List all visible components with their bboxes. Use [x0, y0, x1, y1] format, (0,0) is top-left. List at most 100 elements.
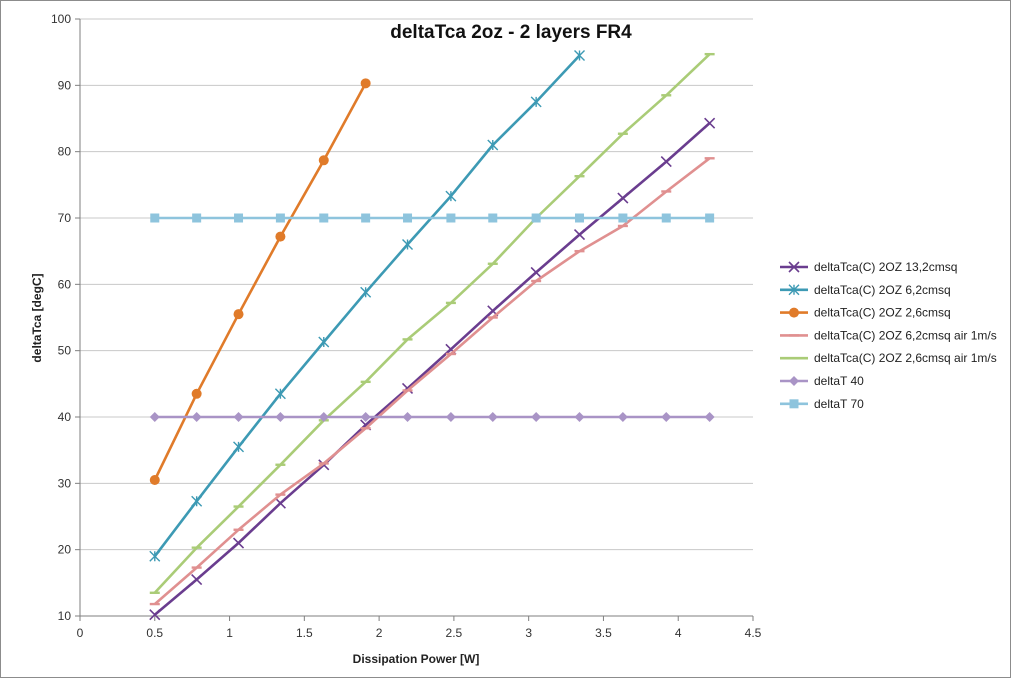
- x-axis-title: Dissipation Power [W]: [353, 652, 480, 666]
- data-point: [360, 412, 371, 422]
- data-point: [705, 213, 715, 223]
- data-point: [191, 412, 202, 422]
- data-point: [274, 497, 286, 509]
- y-tick-labels: 10 20 30 40 50 60 70 80 90 100: [51, 12, 71, 623]
- data-point: [233, 309, 244, 320]
- y-tick-label: 30: [58, 476, 72, 490]
- data-point: [149, 609, 161, 621]
- data-point: [318, 155, 329, 166]
- data-point: [191, 388, 202, 399]
- data-point: [318, 336, 330, 348]
- legend-item: deltaT 70: [780, 397, 864, 411]
- data-point: [531, 213, 541, 223]
- legend-marker: [789, 307, 799, 318]
- data-point: [233, 441, 245, 453]
- legend-marker: [789, 399, 799, 409]
- data-point: [360, 78, 371, 89]
- x-tick-label: 4.5: [745, 626, 762, 640]
- data-point: [402, 239, 414, 251]
- legend-item: deltaTca(C) 2OZ 6,2cmsq: [780, 283, 951, 297]
- data-point: [191, 573, 203, 586]
- data-point: [234, 213, 244, 223]
- x-tick-label: 1: [226, 626, 233, 640]
- data-point: [318, 412, 329, 422]
- data-point: [573, 229, 586, 241]
- legend-item: deltaTca(C) 2OZ 2,6cmsq: [780, 306, 951, 320]
- y-tick-label: 50: [58, 344, 72, 358]
- legend-item: deltaTca(C) 2OZ 13,2cmsq: [780, 260, 957, 274]
- x-tick-label: 2: [376, 626, 383, 640]
- y-tick-label: 90: [58, 78, 72, 92]
- series-2: [149, 49, 586, 562]
- legend-label: deltaTca(C) 2OZ 2,6cmsq air 1m/s: [814, 351, 997, 365]
- data-point: [445, 190, 457, 202]
- legend-label: deltaTca(C) 2OZ 6,2cmsq air 1m/s: [814, 328, 997, 342]
- series-line: [153, 82, 367, 481]
- y-tick-label: 40: [58, 410, 72, 424]
- legend-label: deltaTca(C) 2OZ 2,6cmsq: [814, 306, 951, 320]
- x-tick-label: 0.5: [146, 626, 163, 640]
- data-point: [574, 412, 585, 422]
- legend-label: deltaT 40: [814, 374, 864, 388]
- legend-label: deltaT 70: [814, 397, 864, 411]
- data-point: [402, 412, 413, 422]
- data-point: [487, 412, 498, 422]
- x-tick-labels: 0 0.5 1 1.5 2 2.5 3 3.5 4 4.5: [77, 626, 762, 640]
- legend-item: deltaTca(C) 2OZ 2,6cmsq air 1m/s: [780, 351, 997, 365]
- data-point: [530, 266, 542, 278]
- data-point: [149, 412, 160, 422]
- data-point: [661, 412, 672, 422]
- y-axis-title: deltaTca [degC]: [30, 273, 44, 362]
- data-point: [617, 412, 628, 422]
- data-point: [618, 213, 628, 223]
- data-point: [403, 213, 413, 223]
- data-point: [150, 213, 160, 223]
- legend-marker: [788, 284, 800, 296]
- x-tick-label: 1.5: [296, 626, 313, 640]
- data-point: [446, 213, 456, 223]
- x-tick-label: 0: [77, 626, 84, 640]
- data-point: [530, 96, 542, 108]
- data-point: [360, 286, 372, 298]
- y-tick-label: 80: [58, 145, 72, 159]
- data-point: [191, 495, 203, 507]
- data-point: [488, 213, 498, 223]
- data-point: [149, 475, 160, 486]
- data-point: [487, 139, 499, 151]
- series-line: [153, 122, 711, 616]
- y-tick-label: 10: [58, 609, 72, 623]
- data-point: [445, 412, 456, 422]
- legend-label: deltaTca(C) 2OZ 13,2cmsq: [814, 260, 957, 274]
- legend-item: deltaTca(C) 2OZ 6,2cmsq air 1m/s: [780, 328, 997, 342]
- legend-label: deltaTca(C) 2OZ 6,2cmsq: [814, 283, 951, 297]
- data-point: [233, 412, 244, 422]
- series-4: [149, 157, 715, 606]
- series-layer: [149, 49, 716, 621]
- series-line: [153, 54, 581, 558]
- data-point: [531, 412, 542, 422]
- legend-item: deltaT 40: [780, 374, 864, 388]
- series-7: [150, 213, 715, 223]
- data-point: [319, 213, 329, 223]
- series-line: [153, 53, 711, 594]
- x-tick-label: 4: [675, 626, 682, 640]
- data-point: [232, 537, 245, 549]
- legend-marker: [789, 376, 799, 386]
- data-point: [275, 231, 286, 242]
- chart-title: deltaTca 2oz - 2 layers FR4: [390, 22, 632, 43]
- y-tick-label: 100: [51, 12, 71, 26]
- series-6: [149, 412, 715, 422]
- data-point: [361, 213, 371, 223]
- series-line: [153, 157, 711, 606]
- data-point: [617, 192, 629, 204]
- data-point: [704, 117, 716, 129]
- data-point: [149, 550, 161, 562]
- legend-marker: [788, 261, 800, 273]
- x-tick-label: 3.5: [595, 626, 612, 640]
- y-tick-label: 70: [58, 211, 72, 225]
- legend: deltaTca(C) 2OZ 13,2cmsq deltaTca(C) 2OZ …: [780, 260, 997, 411]
- data-point: [575, 213, 585, 223]
- data-point: [275, 213, 285, 223]
